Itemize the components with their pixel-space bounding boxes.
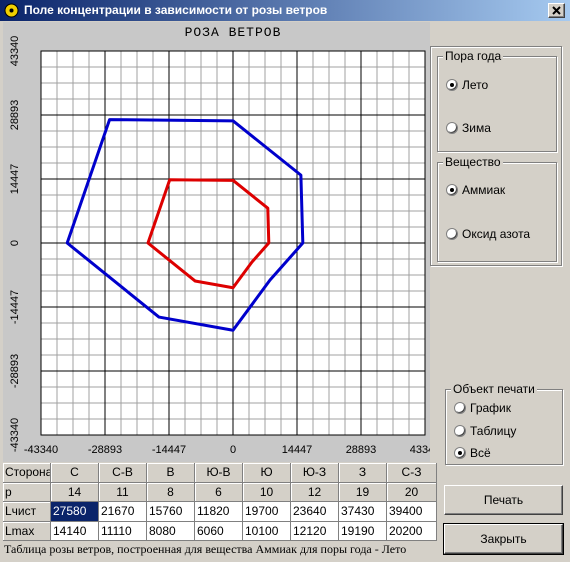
table-cell[interactable]: 11110 [99,521,147,541]
radio-label[interactable]: Зима [462,121,491,135]
header-cell: 11 [99,482,147,502]
group-title: Вещество [443,155,503,169]
x-tick-label: 14447 [282,444,313,456]
x-tick-label: 43340 [410,444,430,456]
chart-title: РОЗА ВЕТРОВ [185,25,282,40]
table-cell[interactable]: 20200 [387,521,437,541]
status-text: Таблица розы ветров, построенная для вещ… [4,542,407,556]
header-cell: Ю-З [291,463,339,483]
y-tick-label: 0 [9,240,21,246]
row-header: p [3,482,51,502]
x-tick-label: 28893 [346,444,377,456]
table-cell[interactable]: 19700 [243,502,291,522]
rose-line [146,178,271,290]
table-cell[interactable]: 11820 [195,502,243,522]
rose-line [65,118,305,332]
table-cell[interactable]: 12120 [291,521,339,541]
radio-label[interactable]: Таблицу [470,424,517,438]
y-tick-label: -43340 [9,418,21,452]
header-cell: С-З [387,463,437,483]
y-tick-label: 14447 [9,164,21,195]
table-cell[interactable]: 39400 [387,502,437,522]
header-cell: С [51,463,99,483]
header-cell: 8 [147,482,195,502]
y-tick-label: -28893 [9,354,21,388]
table-cell[interactable]: 14140 [51,521,99,541]
print-button[interactable]: Печать [444,485,563,515]
close-icon [552,6,561,15]
y-tick-label: 43340 [9,36,21,67]
header-cell: 12 [291,482,339,502]
x-tick-label: -14447 [152,444,186,456]
radio-label[interactable]: Оксид азота [462,227,531,241]
group-box [437,162,557,262]
app-icon [4,3,19,18]
plot-border [40,50,426,436]
close-window-button[interactable] [548,3,565,18]
x-tick-label: -28893 [88,444,122,456]
radio-label[interactable]: Аммиак [462,183,506,197]
title-bar: Поле концентрации в зависимости от розы … [0,0,570,21]
radio-dot [458,451,462,455]
header-cell: З [339,463,387,483]
table-cell[interactable]: 19190 [339,521,387,541]
group-title: Объект печати [451,382,537,396]
x-tick-label: 0 [230,444,236,456]
header-cell: В [147,463,195,483]
x-tick-label: -43340 [24,444,58,456]
table-cell[interactable]: 6060 [195,521,243,541]
y-tick-label: -14447 [9,290,21,324]
close-button[interactable]: Закрыть [443,523,564,555]
header-cell: 14 [51,482,99,502]
table-cell[interactable]: 15760 [147,502,195,522]
group-box [437,56,557,152]
radio-button[interactable] [446,79,458,91]
table: Сторона С С-В В Ю-В Ю Ю-З З С-З p 14 11 8 6 10 12 19 20 Lч… [3,463,437,541]
chart: РОЗА ВЕТРОВ -43340 -28893 -14447 0 14447 28893… [3,22,430,462]
radio-dot [450,188,454,192]
table-cell[interactable]: 8080 [147,521,195,541]
radio-button[interactable] [454,402,466,414]
row-header: Сторона [3,463,51,483]
header-cell: 19 [339,482,387,502]
radio-label[interactable]: Всё [470,446,491,460]
radio-button[interactable] [454,425,466,437]
header-cell: 10 [243,482,291,502]
table-cell[interactable]: 27580 [51,502,99,522]
row-header: Lmax [3,521,51,541]
y-tick-label: 28893 [9,100,21,131]
radio-label[interactable]: График [470,401,511,415]
header-cell: 6 [195,482,243,502]
radio-label[interactable]: Лето [462,78,489,92]
radio-button[interactable] [454,447,466,459]
header-cell: Ю-В [195,463,243,483]
radio-button[interactable] [446,122,458,134]
table-cell[interactable]: 10100 [243,521,291,541]
row-header: Lчист [3,502,51,522]
options-panel [430,46,562,266]
table-cell[interactable]: 37430 [339,502,387,522]
header-cell: 20 [387,482,437,502]
radio-dot [450,83,454,87]
header-cell: С-В [99,463,147,483]
radio-button[interactable] [446,228,458,240]
table-cell[interactable]: 21670 [99,502,147,522]
radio-button[interactable] [446,184,458,196]
group-title: Пора года [443,49,504,63]
table-cell[interactable]: 23640 [291,502,339,522]
header-cell: Ю [243,463,291,483]
